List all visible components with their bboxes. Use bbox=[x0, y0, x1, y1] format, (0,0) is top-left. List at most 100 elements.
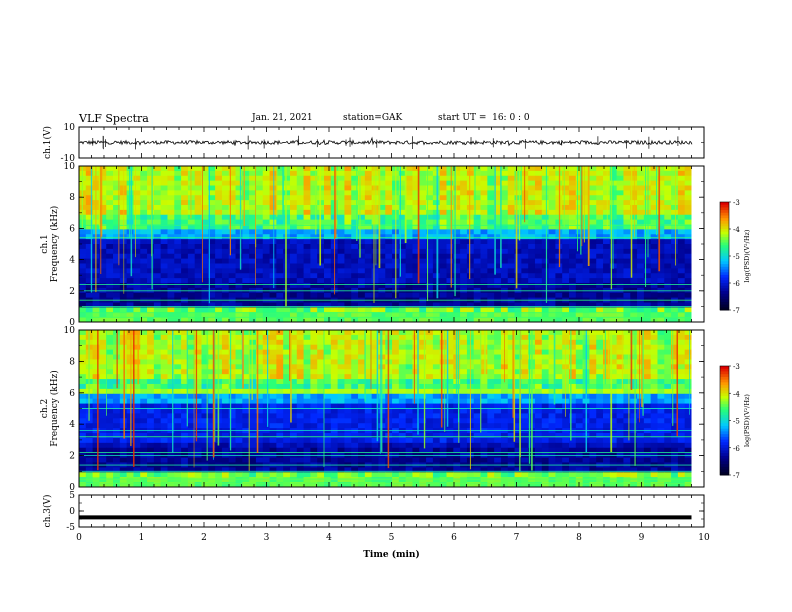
ch2-spectrogram-cell bbox=[221, 359, 230, 365]
ch1-spectrogram-cell bbox=[650, 268, 658, 274]
ch1-spectrogram-cell bbox=[351, 214, 359, 221]
ch2-spectrogram-cell bbox=[609, 413, 618, 419]
ch1-spectrogram-cell bbox=[460, 263, 468, 269]
ch1-spectrogram-cell bbox=[160, 209, 168, 216]
ch1-spectrogram-cell bbox=[119, 166, 128, 172]
ch1-spectrogram-cell bbox=[201, 190, 209, 196]
ch2-spectrogram-cell bbox=[419, 364, 427, 370]
ch1-spectrogram-cell bbox=[113, 195, 121, 201]
colorbar-swatch bbox=[720, 250, 729, 254]
ch1-spectrogram-cell bbox=[126, 180, 134, 186]
ch2-spectrogram-cell bbox=[603, 379, 611, 385]
ch1-spectrogram-cell bbox=[419, 263, 427, 269]
ch2-spectrogram-cell bbox=[514, 388, 522, 395]
ch1-spectrogram-cell bbox=[249, 263, 257, 269]
ch1-spectrogram-cell bbox=[160, 234, 168, 240]
ch1-spectrogram-cell bbox=[289, 180, 298, 186]
ch1-spectrogram-cell bbox=[133, 229, 141, 235]
ch2-spectrogram-cell bbox=[262, 393, 270, 400]
ch2-spectrogram-cell bbox=[330, 393, 339, 400]
colorbar-swatch bbox=[720, 226, 729, 230]
ch1-spectrogram-cell bbox=[398, 185, 407, 191]
ch1-spectrogram-cell bbox=[596, 180, 604, 186]
ch1-spectrogram-cell bbox=[296, 180, 304, 186]
ch2-spectrogram-cell bbox=[371, 344, 379, 351]
ch1-spectrogram-cell bbox=[643, 292, 652, 299]
ch1-spectrogram-cell bbox=[446, 205, 454, 211]
ch2-spectrogram-cell bbox=[603, 364, 611, 370]
ch2-spectrogram-cell bbox=[596, 374, 604, 380]
ch1-spectrogram-cell bbox=[657, 239, 665, 245]
ch2-spectrogram-cell bbox=[303, 349, 311, 355]
ch1-spectrogram-cell bbox=[344, 166, 352, 172]
ch2-spectrogram-cell bbox=[609, 369, 618, 375]
ch2-spectrogram-cell bbox=[133, 364, 141, 370]
ch1-spectrogram-cell bbox=[337, 292, 345, 299]
ch1-spectrogram-cell bbox=[541, 278, 549, 284]
ch1-spectrogram-cell bbox=[85, 258, 94, 264]
ch1-spectrogram-cell bbox=[664, 239, 672, 245]
ch1-spectrogram-cell bbox=[500, 263, 509, 269]
ch1-spectrogram-cell bbox=[255, 219, 264, 225]
ch1-spectrogram-cell bbox=[221, 263, 230, 269]
ch1-spectrogram-cell bbox=[276, 175, 284, 182]
ch1-spectrogram-cell bbox=[351, 283, 359, 289]
ch1-spectrogram-cell bbox=[249, 302, 257, 308]
ch1-spectrogram-cell bbox=[439, 170, 447, 177]
ch2-spectrogram-cell bbox=[201, 379, 209, 385]
ch1-spectrogram-cell bbox=[507, 278, 515, 284]
colorbar-tick-label: -4 bbox=[733, 226, 740, 234]
ch1-spectrogram-cell bbox=[276, 244, 284, 250]
ch1-spectrogram-cell bbox=[303, 239, 311, 245]
ch1-spectrogram-cell bbox=[500, 273, 509, 279]
ch1-spectrogram-cell bbox=[289, 219, 298, 225]
ch1-spectrogram-cell bbox=[398, 224, 407, 230]
ch1-spectrogram-cell bbox=[140, 170, 148, 177]
ch1-spectrogram-cell bbox=[133, 239, 141, 245]
ch1-spectrogram-cell bbox=[215, 253, 223, 260]
ch2-spectrogram-cell bbox=[432, 369, 441, 375]
ch2-spectrogram-cell bbox=[677, 383, 686, 390]
ch1-spectrogram-cell bbox=[562, 273, 570, 279]
ch1-spectrogram-cell bbox=[378, 258, 386, 264]
ch1-spectrogram-cell bbox=[140, 263, 148, 269]
ch2-spectrogram-cell bbox=[167, 369, 175, 375]
ch1-spectrogram-cell bbox=[249, 244, 257, 250]
ch1-spectrogram-cell bbox=[106, 170, 114, 177]
ch2-spectrogram-cell bbox=[637, 369, 645, 375]
ch1-spectrogram-cell bbox=[296, 219, 304, 225]
ch1-spectrogram-cell bbox=[426, 166, 434, 172]
ch2-spectrogram-cell bbox=[276, 334, 284, 341]
ch2-spectrogram-cell bbox=[126, 330, 134, 336]
ch2-spectrogram-cell bbox=[507, 359, 515, 365]
ch2-spectrogram-cell bbox=[548, 388, 556, 395]
ch1-spectrogram-cell bbox=[589, 170, 597, 177]
ch1-spectrogram-cell bbox=[575, 219, 584, 225]
ch1-spectrogram-cell bbox=[296, 263, 304, 269]
ch1-spectrogram-cell bbox=[228, 263, 236, 269]
ch2-spectrogram-cell bbox=[494, 388, 502, 395]
ch2-spectrogram-cell bbox=[446, 374, 454, 380]
ch2-spectrogram-cell bbox=[255, 413, 264, 419]
ch1-spectrogram-cell bbox=[181, 248, 189, 255]
ch2-spectrogram-cell bbox=[167, 364, 175, 370]
ch1-spectrogram-cell bbox=[630, 214, 638, 221]
ch1-spectrogram-cell bbox=[194, 278, 202, 284]
ch2-spectrogram-cell bbox=[616, 398, 624, 404]
ch2-spectrogram-cell bbox=[664, 403, 672, 409]
ch1-spectrogram-cell bbox=[174, 190, 182, 196]
ch2-spectrogram-cell bbox=[616, 413, 624, 419]
ch1-spectrogram-cell bbox=[528, 180, 536, 186]
ch2-spectrogram-cell bbox=[664, 413, 672, 419]
ch2-spectrogram-cell bbox=[541, 393, 549, 400]
ch1-spectrogram-cell bbox=[521, 283, 529, 289]
ch1-spectrogram-cell bbox=[603, 185, 611, 191]
ch2-spectrogram-cell bbox=[351, 379, 359, 385]
ch2-spectrogram-cell bbox=[603, 349, 611, 355]
ch1-spectrogram-cell bbox=[324, 258, 332, 264]
ch1-spectrogram-ylabel-frequency: Frequency (kHz) bbox=[49, 206, 60, 283]
ch1-spectrogram-cell bbox=[494, 263, 502, 269]
ch1-spectrogram-cell bbox=[637, 244, 645, 250]
ch2-spectrogram-cell bbox=[289, 398, 298, 404]
